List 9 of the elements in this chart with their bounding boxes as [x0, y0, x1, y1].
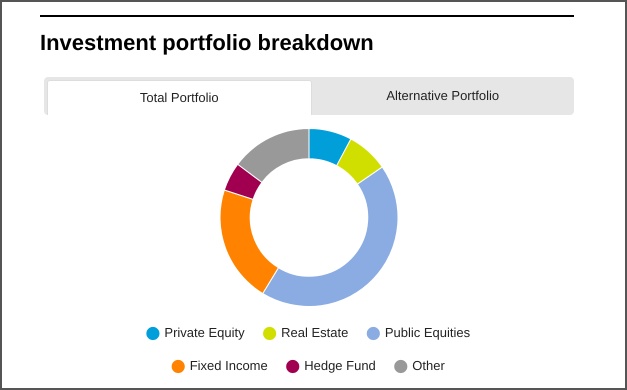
legend-label: Public Equities	[384, 325, 471, 340]
text: Alternative Portfolio	[385, 87, 500, 105]
legend-label: Other	[412, 358, 446, 374]
legend-label: Hedge Fund	[304, 358, 376, 374]
legend-label: Real Estate	[281, 325, 348, 340]
text: Total Portfolio	[47, 80, 312, 115]
chart-title: Investment portfolio breakdown	[40, 30, 374, 56]
legend-label: Fixed Income	[190, 358, 268, 374]
legend-label: Private Equity	[164, 325, 246, 340]
